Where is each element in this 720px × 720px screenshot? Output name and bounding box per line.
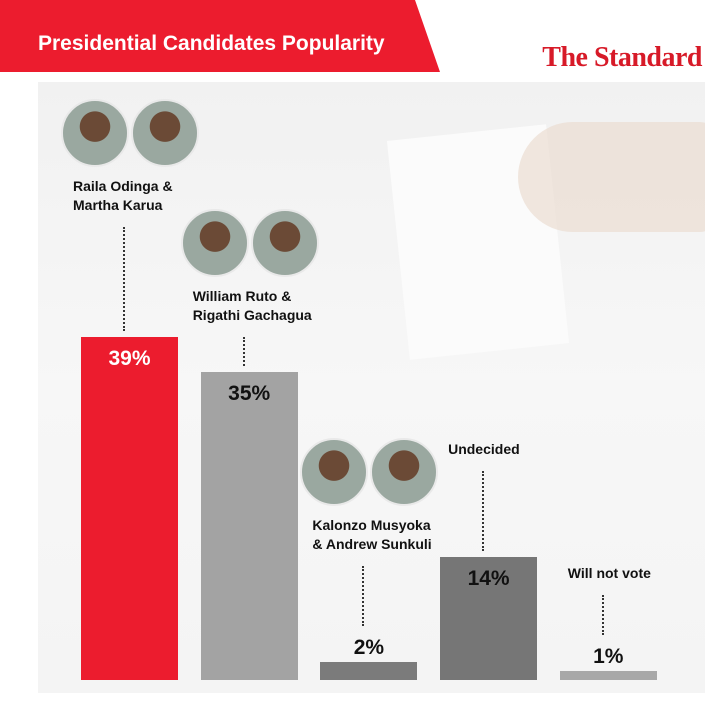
candidate-photo — [180, 209, 249, 277]
category-label: Kalonzo Musyoka & Andrew Sunkuli — [312, 517, 432, 553]
value-label: 14% — [467, 566, 510, 590]
candidate-photo — [370, 438, 439, 507]
category-label: William Ruto & Rigathi Gachagua — [192, 288, 312, 323]
bar — [559, 671, 657, 680]
leader-line — [601, 595, 604, 636]
leader-line — [242, 337, 245, 366]
leader-line — [362, 566, 365, 627]
leader-line — [123, 226, 125, 331]
hand — [518, 122, 705, 232]
category-label: Undecided — [448, 440, 520, 457]
candidate-photo — [131, 98, 199, 167]
value-label: 2% — [353, 636, 385, 660]
candidate-photo — [61, 98, 129, 167]
category-label: Raila Odinga & Martha Karua — [73, 177, 173, 213]
bar — [320, 662, 418, 680]
bar — [440, 556, 538, 680]
brand-logo: The Standard — [542, 42, 702, 73]
bar — [81, 336, 178, 680]
title-banner — [0, 0, 440, 72]
candidate-photo — [250, 209, 319, 277]
value-label: 1% — [593, 645, 624, 669]
leader-line — [482, 470, 485, 551]
chart-title: Presidential Candidates Popularity — [38, 32, 385, 55]
value-label: 35% — [228, 382, 271, 405]
candidate-photo — [300, 438, 369, 507]
value-label: 39% — [108, 346, 151, 370]
category-label: Will not vote — [567, 565, 651, 582]
bar — [200, 372, 298, 680]
